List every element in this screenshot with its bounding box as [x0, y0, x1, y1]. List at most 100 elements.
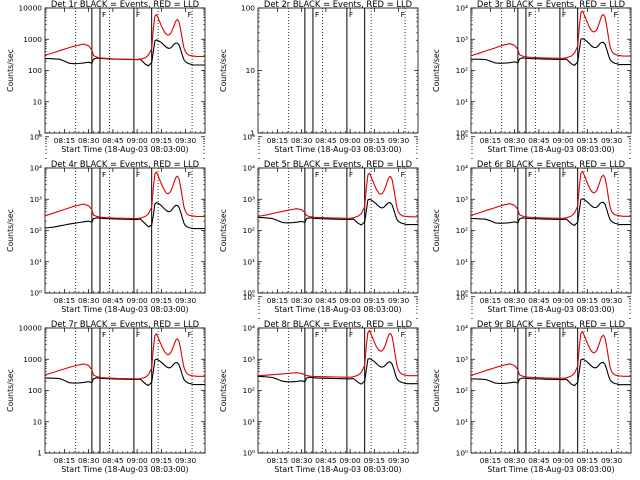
- panel-det-2: Det 2r BLACK = Events, RED = LLD 1 10 100 08…: [219, 0, 419, 154]
- flag-label: F: [136, 170, 140, 179]
- panel-title: Det 8r BLACK = Events, RED = LLD: [264, 319, 412, 329]
- y-tick-label: 10⁰: [243, 289, 255, 298]
- y-tick-label: 10⁰: [30, 289, 42, 298]
- flag-label: F: [401, 10, 405, 19]
- x-axis-label: Start Time (18-Aug-03 08:03:00): [61, 465, 188, 474]
- y-tick-label: 10¹: [30, 257, 42, 266]
- y-tick-label: 10⁴: [243, 324, 255, 333]
- x-tick-label: 08:15: [480, 136, 502, 145]
- x-tick-label: 08:30: [291, 456, 313, 465]
- y-tick-label: 10¹: [456, 257, 468, 266]
- y-tick-label: 10⁰: [456, 289, 468, 298]
- y-tick-label: 10³: [243, 355, 255, 364]
- flag-label: F: [614, 10, 618, 19]
- panel-title: Det 1r BLACK = Events, RED = LLD: [51, 0, 199, 9]
- y-axis-label: Counts/sec: [432, 49, 441, 92]
- x-tick-label: 09:30: [175, 136, 197, 145]
- x-tick-label: 08:30: [78, 136, 100, 145]
- y-axis-label: Counts/sec: [6, 49, 15, 92]
- panel-det-9: Det 9r BLACK = Events, RED = LLD 10⁰ 10¹ 10…: [432, 292, 632, 474]
- y-tick-label: 10⁵: [456, 132, 468, 141]
- y-tick-label: 10: [246, 66, 256, 75]
- x-tick-label: 08:30: [504, 456, 526, 465]
- x-tick-label: 08:45: [315, 296, 337, 305]
- y-tick-label: 10²: [30, 226, 42, 235]
- x-tick-label: 09:00: [552, 136, 574, 145]
- x-tick-label: 08:30: [291, 296, 313, 305]
- y-tick-label: 10⁴: [456, 324, 468, 333]
- panel-det-8: Det 8r BLACK = Events, RED = LLD 10⁰ 10¹ 10…: [219, 292, 419, 474]
- y-axis-label: Counts/sec: [219, 49, 228, 92]
- x-tick-label: 09:15: [577, 456, 599, 465]
- flag-label: F: [614, 330, 618, 339]
- y-axis-label: Counts/sec: [219, 209, 228, 252]
- x-tick-label: 09:00: [339, 136, 361, 145]
- x-tick-label: 09:00: [339, 456, 361, 465]
- x-tick-label: 09:00: [126, 296, 148, 305]
- events-series-line: [45, 39, 205, 67]
- panel-title: Det 6r BLACK = Events, RED = LLD: [477, 159, 625, 169]
- plot-frame: [44, 7, 206, 134]
- x-tick-label: 09:30: [388, 456, 410, 465]
- y-tick-label: 10000: [18, 4, 42, 13]
- x-tick-label: 08:30: [78, 296, 100, 305]
- flag-label: F: [188, 170, 192, 179]
- x-tick-label: 09:00: [552, 456, 574, 465]
- x-tick-label: 08:30: [78, 456, 100, 465]
- flag-label: F: [188, 10, 192, 19]
- x-tick-label: 09:30: [388, 296, 410, 305]
- x-tick-label: 08:15: [54, 296, 76, 305]
- flag-label: F: [349, 330, 353, 339]
- y-tick-label: 1: [37, 449, 42, 458]
- flag-label: F: [136, 10, 140, 19]
- lld-series-line: [257, 329, 418, 378]
- x-tick-label: 08:15: [267, 456, 289, 465]
- x-tick-label: 08:30: [291, 136, 313, 145]
- x-tick-label: 09:00: [126, 456, 148, 465]
- flag-label: F: [562, 170, 566, 179]
- x-tick-label: 09:15: [577, 136, 599, 145]
- x-axis-label: Start Time (18-Aug-03 08:03:00): [274, 305, 401, 314]
- y-tick-label: 10³: [456, 35, 468, 44]
- x-tick-label: 09:30: [601, 136, 623, 145]
- plot-frame: [257, 7, 419, 134]
- y-tick-label: 10⁴: [456, 164, 468, 173]
- y-tick-label: 10³: [456, 195, 468, 204]
- x-tick-label: 08:15: [267, 296, 289, 305]
- flag-label: F: [528, 170, 532, 179]
- y-tick-label: 10¹: [456, 97, 468, 106]
- events-series-line: [257, 198, 418, 226]
- panel-det-7: Det 7r BLACK = Events, RED = LLD 1 10 100 10…: [6, 319, 206, 474]
- panel-det-6: Det 6r BLACK = Events, RED = LLD 10⁰ 10¹ 10…: [432, 132, 632, 314]
- x-tick-label: 09:15: [151, 136, 173, 145]
- flag-label: F: [562, 10, 566, 19]
- x-tick-label: 09:15: [364, 456, 386, 465]
- x-tick-label: 08:15: [54, 456, 76, 465]
- y-tick-label: 10²: [456, 386, 468, 395]
- y-tick-label: 100: [28, 66, 42, 75]
- x-tick-label: 08:45: [315, 456, 337, 465]
- y-tick-label: 10000: [18, 324, 42, 333]
- y-tick-label: 10²: [456, 66, 468, 75]
- x-tick-label: 09:30: [601, 296, 623, 305]
- flag-label: F: [349, 170, 353, 179]
- lld-series-line: [44, 13, 205, 61]
- panel-title: Det 2r BLACK = Events, RED = LLD: [264, 0, 412, 9]
- y-axis-label: Counts/sec: [219, 369, 228, 412]
- flag-label: F: [315, 10, 319, 19]
- flag-label: F: [315, 330, 319, 339]
- y-tick-label: 1: [37, 129, 42, 138]
- y-tick-label: 10: [33, 97, 43, 106]
- x-tick-label: 08:30: [504, 136, 526, 145]
- x-tick-label: 09:15: [577, 296, 599, 305]
- x-tick-label: 08:30: [504, 296, 526, 305]
- lld-series-line: [257, 172, 418, 219]
- y-axis-label: Counts/sec: [6, 209, 15, 252]
- flag-label: F: [188, 330, 192, 339]
- flag-label: F: [136, 330, 140, 339]
- events-series-line: [44, 202, 205, 230]
- panel-title: Det 9r BLACK = Events, RED = LLD: [477, 319, 625, 329]
- x-tick-label: 08:45: [315, 136, 337, 145]
- x-tick-label: 08:15: [267, 136, 289, 145]
